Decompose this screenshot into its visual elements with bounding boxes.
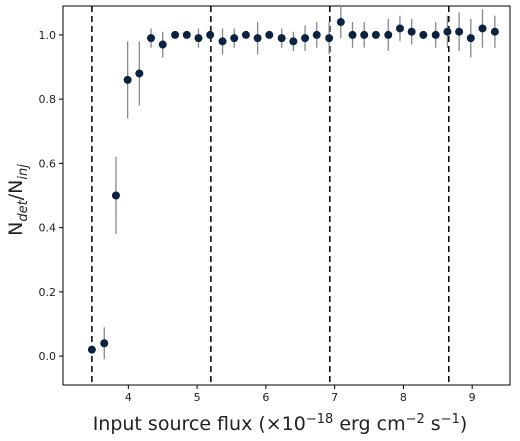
- data-point: [230, 34, 239, 43]
- data-point: [384, 30, 393, 39]
- x-axis-label-exp3: −1: [441, 412, 460, 427]
- data-point: [336, 18, 345, 27]
- y-axis-ticks: 0.0 0.2 0.4 0.6 0.8 1.0: [39, 29, 63, 363]
- data-point: [277, 34, 286, 43]
- x-axis-label: Input source flux (×10−18 erg cm−2 s−1): [93, 412, 468, 435]
- x-axis-label-exp2: −2: [406, 412, 425, 427]
- x-tick-label: 6: [262, 391, 269, 404]
- y-axis-label: Ndet/Ninj: [5, 164, 31, 236]
- vertical-lines: [91, 6, 450, 385]
- data-point: [371, 30, 380, 39]
- data-point: [87, 345, 96, 354]
- data-point: [147, 34, 156, 43]
- x-axis-label-text: Input source flux (×10: [93, 413, 306, 435]
- data-point: [419, 30, 428, 39]
- y-tick-label: 0.4: [39, 222, 57, 235]
- y-tick-label: 1.0: [39, 29, 57, 42]
- y-tick-label: 0.2: [39, 286, 57, 299]
- x-axis-ticks: 4 5 6 7 8 9: [125, 385, 476, 404]
- data-point: [301, 34, 310, 43]
- data-point: [123, 75, 132, 84]
- plot-frame: [62, 5, 511, 386]
- data-point: [206, 30, 215, 39]
- data-point: [158, 40, 167, 49]
- data-point: [218, 37, 227, 46]
- y-tick-label: 0.0: [39, 350, 57, 363]
- x-axis-label-unit: erg cm: [333, 413, 405, 435]
- data-point: [265, 30, 274, 39]
- data-point: [171, 30, 180, 39]
- y-tick-label: 0.8: [39, 93, 57, 106]
- data-point: [348, 30, 357, 39]
- data-point: [194, 34, 203, 43]
- x-axis-label-exp1: −18: [306, 412, 333, 427]
- data-point: [395, 24, 404, 33]
- data-points: [87, 18, 499, 354]
- x-axis-label-close: ): [460, 413, 467, 435]
- data-point: [241, 30, 250, 39]
- x-tick-label: 8: [400, 391, 407, 404]
- y-axis-label-num: N: [5, 222, 27, 236]
- data-point: [466, 34, 475, 43]
- y-axis-label-slash: /N: [5, 180, 27, 201]
- data-point: [490, 27, 499, 36]
- x-tick-label: 7: [331, 391, 338, 404]
- data-point: [289, 37, 298, 46]
- data-point: [443, 27, 452, 36]
- y-axis-label-sub2: inj: [16, 164, 31, 180]
- x-tick-label: 9: [469, 391, 476, 404]
- data-point: [111, 191, 120, 200]
- x-tick-label: 4: [125, 391, 132, 404]
- data-point: [253, 34, 262, 43]
- y-tick-label: 0.6: [39, 157, 57, 170]
- data-point: [135, 69, 144, 78]
- data-point: [100, 339, 109, 348]
- data-point: [431, 30, 440, 39]
- data-point: [407, 27, 416, 36]
- data-point: [182, 30, 191, 39]
- data-point: [455, 27, 464, 36]
- data-point: [360, 30, 369, 39]
- data-point: [325, 34, 334, 43]
- y-axis-label-sub1: det: [16, 199, 31, 221]
- data-point: [478, 24, 487, 33]
- x-axis-label-unit2: s: [425, 413, 441, 435]
- data-point: [312, 30, 321, 39]
- x-tick-label: 5: [194, 391, 201, 404]
